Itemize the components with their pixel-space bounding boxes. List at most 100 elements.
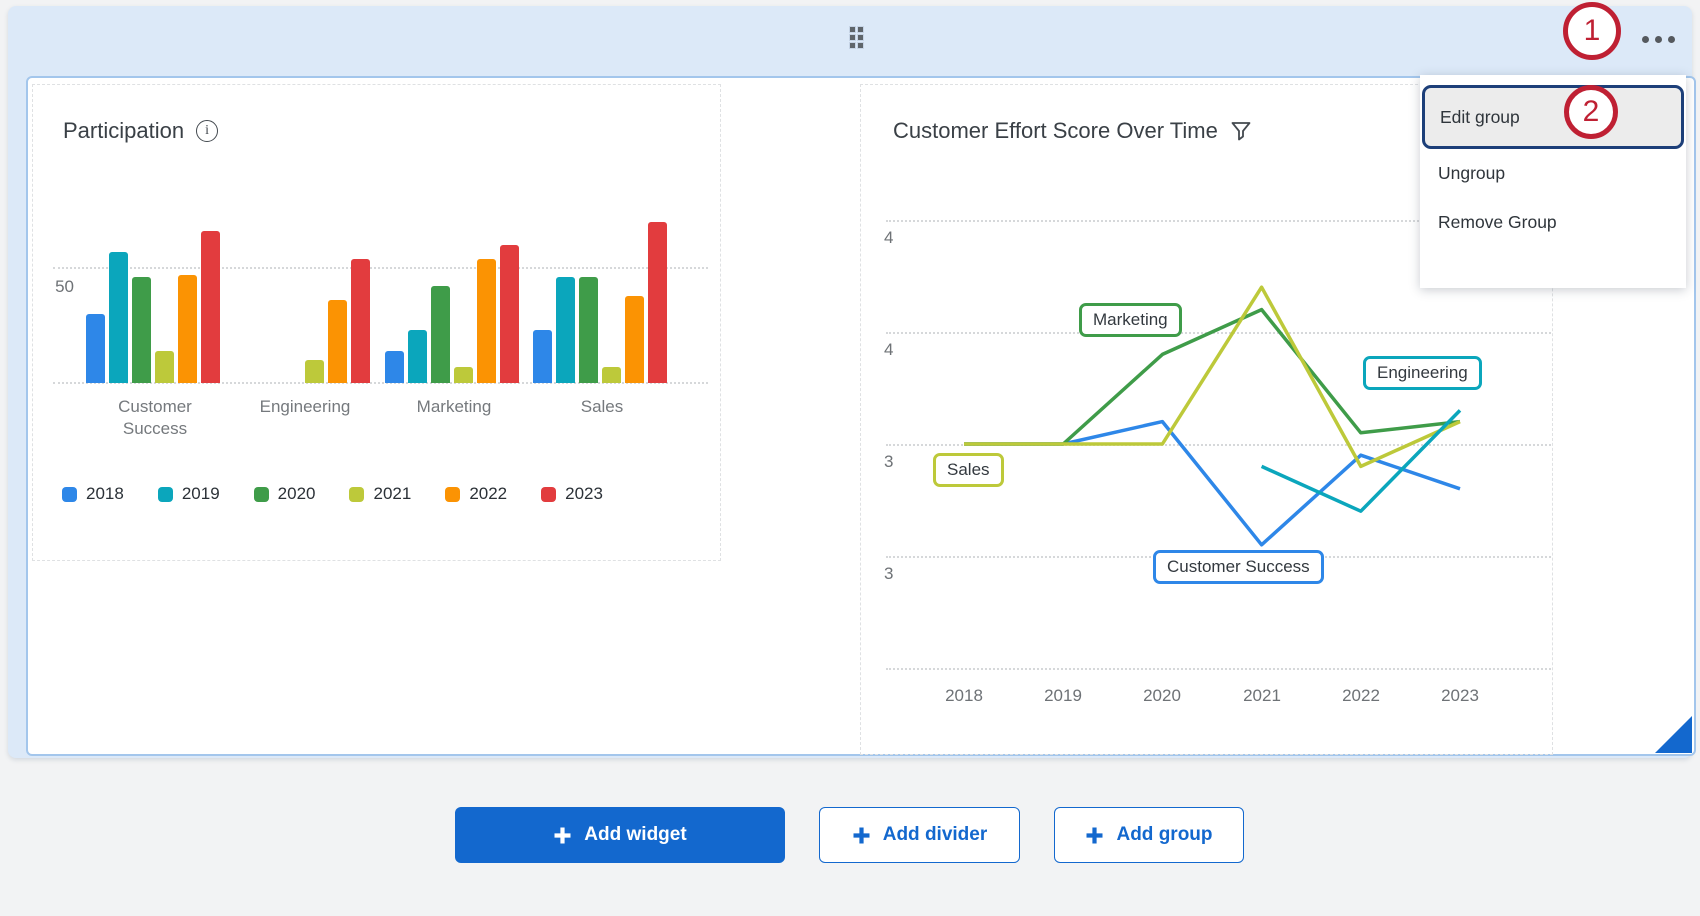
info-icon[interactable]: i bbox=[196, 120, 219, 142]
group-context-menu: Edit group Ungroup Remove Group bbox=[1420, 75, 1686, 288]
group-more-options-button[interactable] bbox=[1638, 32, 1679, 47]
legend-item-2020[interactable]: 2020 bbox=[253, 484, 316, 504]
group-resize-handle[interactable] bbox=[1655, 716, 1692, 753]
bar-2020-customer-success bbox=[132, 277, 151, 383]
series-label-marketing[interactable]: Marketing bbox=[1079, 303, 1182, 337]
plus-icon bbox=[554, 827, 571, 843]
bar-2021-sales bbox=[602, 367, 621, 383]
bar-2018-marketing bbox=[385, 351, 404, 383]
line-chart-canvas bbox=[964, 285, 1462, 547]
legend-swatch-icon bbox=[349, 486, 365, 502]
widget-group-container: Participation i Customer Effort Score Ov… bbox=[8, 6, 1696, 758]
legend-label: 2021 bbox=[373, 484, 412, 503]
bar-2022-engineering bbox=[328, 300, 347, 383]
group-panel bbox=[26, 76, 1696, 756]
bar-category-label: Engineering bbox=[259, 397, 351, 416]
bar-2020-marketing bbox=[431, 286, 450, 383]
line-gridline bbox=[886, 444, 1551, 446]
line-y-axis-label: 3 bbox=[884, 452, 894, 471]
bar-2023-customer-success bbox=[201, 231, 220, 383]
menu-item-edit-group[interactable]: Edit group bbox=[1422, 85, 1684, 149]
ces-title-text: Customer Effort Score Over Time bbox=[893, 118, 1218, 143]
bar-2018-sales bbox=[533, 330, 552, 383]
plus-icon bbox=[853, 827, 870, 843]
participation-title-text: Participation bbox=[63, 118, 185, 143]
menu-item-remove-group[interactable]: Remove Group bbox=[1438, 212, 1557, 232]
legend-item-2019[interactable]: 2019 bbox=[157, 484, 220, 504]
bar-2023-sales bbox=[648, 222, 667, 383]
add-group-button[interactable]: Add group bbox=[1054, 807, 1244, 863]
legend-swatch-icon bbox=[157, 486, 173, 502]
bar-2021-customer-success bbox=[155, 351, 174, 383]
legend-label: 2018 bbox=[86, 484, 124, 503]
add-divider-button[interactable]: Add divider bbox=[819, 807, 1020, 863]
participation-widget-outline bbox=[32, 84, 721, 561]
line-x-axis-label: 2019 bbox=[1044, 686, 1082, 705]
line-x-axis-label: 2020 bbox=[1143, 686, 1181, 705]
bar-gridline bbox=[53, 267, 708, 269]
bar-y-axis-label: 50 bbox=[55, 277, 74, 296]
line-series-customer-success bbox=[964, 419, 1461, 547]
menu-item-ungroup[interactable]: Ungroup bbox=[1438, 163, 1506, 183]
add-widget-button[interactable]: Add widget bbox=[455, 807, 785, 863]
bar-2019-marketing bbox=[408, 330, 427, 383]
legend-item-2023[interactable]: 2023 bbox=[541, 484, 603, 504]
bar-2022-sales bbox=[625, 296, 644, 383]
bar-2019-sales bbox=[556, 277, 575, 383]
legend-item-2022[interactable]: 2022 bbox=[445, 484, 507, 504]
dot-icon bbox=[1668, 36, 1675, 43]
dot-icon bbox=[1642, 36, 1649, 43]
ces-widget-title: Customer Effort Score Over Time bbox=[893, 118, 1252, 144]
legend-swatch-icon bbox=[62, 486, 77, 502]
ces-widget-outline bbox=[860, 84, 1553, 755]
legend-swatch-icon bbox=[541, 486, 557, 502]
dot-icon bbox=[1655, 36, 1662, 43]
annotation-step-2: 2 bbox=[1564, 85, 1618, 139]
line-series-engineering bbox=[1260, 409, 1462, 513]
bar-2018-customer-success bbox=[86, 314, 105, 383]
button-label: Add group bbox=[1116, 824, 1213, 845]
series-label-sales[interactable]: Sales bbox=[933, 453, 1004, 487]
bar-2023-marketing bbox=[500, 245, 519, 383]
line-y-axis-label: 3 bbox=[884, 564, 894, 583]
filter-icon[interactable] bbox=[1230, 120, 1252, 142]
bar-2022-customer-success bbox=[178, 275, 197, 383]
bar-category-label: Customer Success bbox=[118, 397, 192, 439]
series-label-engineering[interactable]: Engineering bbox=[1363, 356, 1482, 390]
line-gridline bbox=[886, 668, 1551, 670]
group-drag-handle-icon[interactable] bbox=[849, 26, 864, 49]
line-x-axis-label: 2018 bbox=[945, 686, 983, 705]
legend-label: 2022 bbox=[469, 484, 508, 503]
legend-label: 2023 bbox=[565, 484, 603, 503]
line-series-sales bbox=[964, 285, 1461, 469]
line-gridline bbox=[886, 332, 1551, 334]
button-label: Add divider bbox=[882, 824, 988, 845]
legend-item-2021[interactable]: 2021 bbox=[349, 484, 411, 504]
legend-swatch-icon bbox=[445, 486, 461, 502]
annotation-step-1: 1 bbox=[1563, 2, 1621, 60]
line-gridline bbox=[886, 220, 1551, 222]
legend-item-2018[interactable]: 2018 bbox=[62, 484, 124, 504]
legend-label: 2019 bbox=[181, 484, 220, 503]
line-x-axis-label: 2022 bbox=[1342, 686, 1380, 705]
bar-2021-engineering bbox=[305, 360, 324, 383]
line-y-axis-label: 4 bbox=[884, 340, 894, 359]
bar-2023-engineering bbox=[351, 259, 370, 383]
bar-chart-legend: 2018 2019 2020 2021 2022 2023 bbox=[62, 484, 603, 504]
button-label: Add widget bbox=[584, 824, 687, 845]
participation-widget-title: Participation i bbox=[63, 118, 219, 144]
line-x-axis-label: 2021 bbox=[1243, 686, 1281, 705]
bar-category-label: Sales bbox=[580, 397, 624, 416]
series-label-customer-success[interactable]: Customer Success bbox=[1153, 550, 1324, 584]
bar-gridline bbox=[53, 382, 708, 384]
line-y-axis-label: 4 bbox=[884, 228, 894, 247]
bar-2021-marketing bbox=[454, 367, 473, 383]
plus-icon bbox=[1086, 827, 1103, 843]
bar-category-label: Marketing bbox=[416, 397, 492, 416]
bar-2019-customer-success bbox=[109, 252, 128, 383]
legend-label: 2020 bbox=[277, 484, 316, 503]
bar-2020-sales bbox=[579, 277, 598, 383]
legend-swatch-icon bbox=[253, 486, 269, 502]
bar-2022-marketing bbox=[477, 259, 496, 383]
line-x-axis-label: 2023 bbox=[1441, 686, 1479, 705]
